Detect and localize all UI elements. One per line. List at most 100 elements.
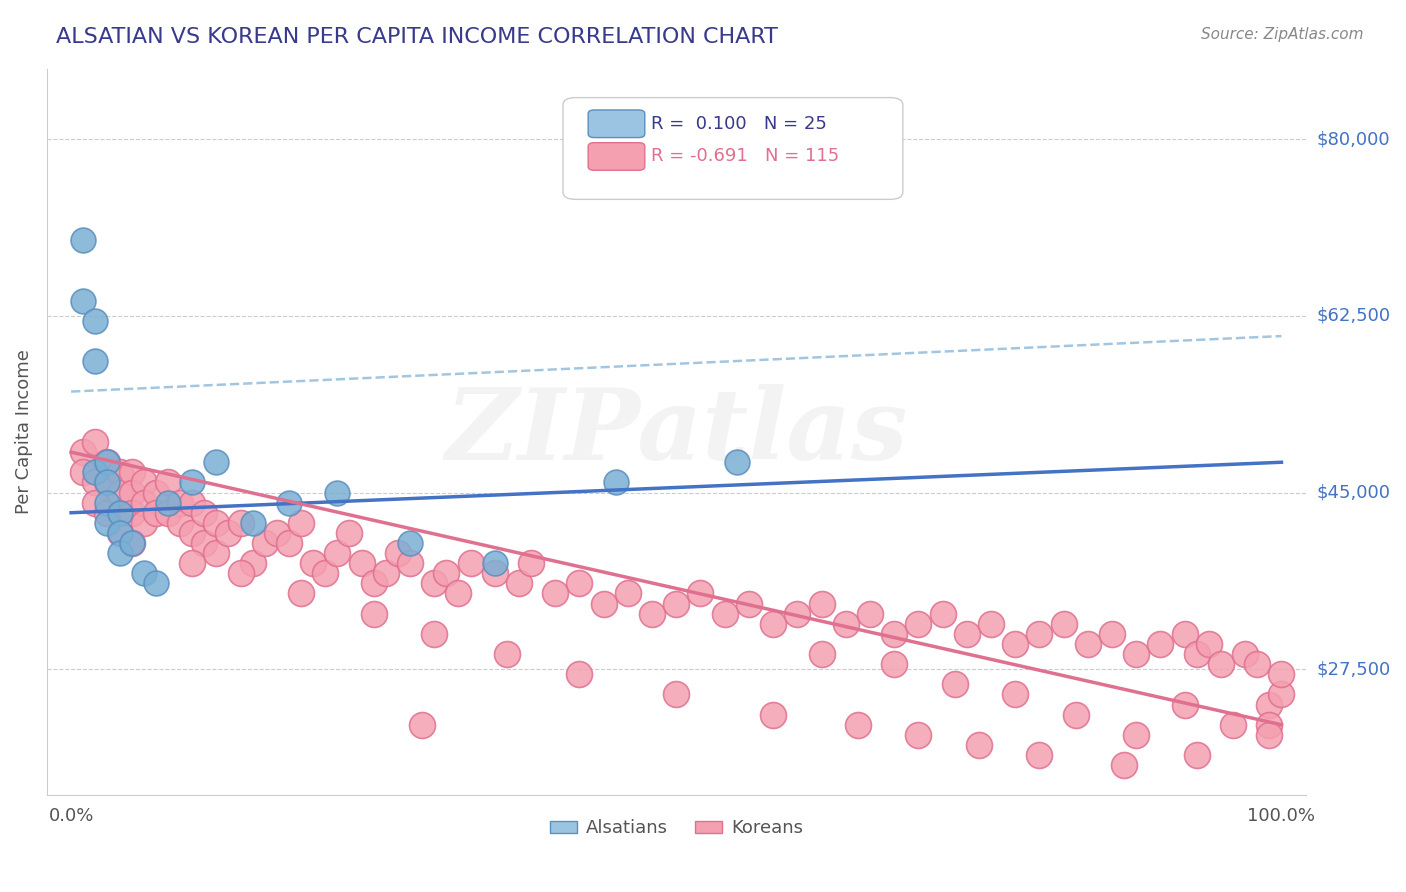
Point [1258,698,1281,712]
Point [508,576,530,591]
Point [434,566,457,581]
Point [350,556,373,570]
Point [108,525,131,540]
Point [169,516,191,530]
Point [520,556,543,570]
Point [156,475,179,490]
Point [1004,688,1026,702]
Point [84,354,107,368]
Text: R = -0.691   N = 115: R = -0.691 N = 115 [651,147,839,166]
Point [242,556,264,570]
Point [108,466,131,480]
Point [943,677,966,691]
Text: $62,500: $62,500 [1317,307,1391,325]
Point [641,607,664,621]
Point [1246,657,1268,672]
Point [1258,728,1281,742]
Point [72,466,94,480]
Point [84,435,107,450]
Point [1185,747,1208,762]
Point [1209,657,1232,672]
Point [689,586,711,600]
Point [665,688,688,702]
Point [205,455,228,469]
Point [1149,637,1171,651]
Point [278,536,301,550]
Point [725,455,748,469]
Point [605,475,627,490]
Text: $27,500: $27,500 [1317,660,1391,678]
Point [762,616,785,631]
Point [859,607,882,621]
Point [967,738,990,752]
Point [132,475,155,490]
Point [786,607,808,621]
Point [145,485,167,500]
Point [423,627,446,641]
Point [1125,728,1147,742]
Point [423,576,446,591]
Point [387,546,409,560]
Point [145,576,167,591]
Point [156,506,179,520]
Point [108,546,131,560]
Point [810,597,832,611]
Point [266,525,288,540]
Point [1198,637,1220,651]
Point [121,506,143,520]
Point [121,536,143,550]
Point [181,525,204,540]
Point [96,455,118,469]
Point [1052,616,1074,631]
Point [907,728,929,742]
Point [738,597,761,611]
Point [326,485,349,500]
Point [617,586,640,600]
Point [302,556,325,570]
FancyBboxPatch shape [562,97,903,199]
Point [411,717,433,731]
Point [229,566,252,581]
Point [1028,747,1050,762]
Point [484,566,506,581]
Point [290,586,312,600]
Point [96,495,118,509]
Point [374,566,396,581]
Point [810,647,832,661]
Point [1258,717,1281,731]
FancyBboxPatch shape [588,110,645,137]
Point [108,485,131,500]
Point [96,455,118,469]
Point [1125,647,1147,661]
Point [544,586,567,600]
Point [84,314,107,328]
Point [108,506,131,520]
Point [363,576,385,591]
Point [84,475,107,490]
Point [460,556,482,570]
Point [72,445,94,459]
Point [205,516,228,530]
Point [1101,627,1123,641]
Point [72,233,94,247]
Point [181,475,204,490]
Text: ZIPatlas: ZIPatlas [446,384,907,480]
Text: $80,000: $80,000 [1317,130,1391,148]
Point [72,293,94,308]
Point [193,506,215,520]
Point [96,475,118,490]
Point [278,495,301,509]
Point [1234,647,1257,661]
Point [96,475,118,490]
Point [883,627,905,641]
Point [484,556,506,570]
Point [1270,667,1292,681]
Point [290,516,312,530]
Point [762,707,785,722]
Text: $45,000: $45,000 [1317,483,1391,501]
Point [181,556,204,570]
Point [121,536,143,550]
Point [121,485,143,500]
Y-axis label: Per Capita Income: Per Capita Income [15,350,32,515]
Point [132,566,155,581]
